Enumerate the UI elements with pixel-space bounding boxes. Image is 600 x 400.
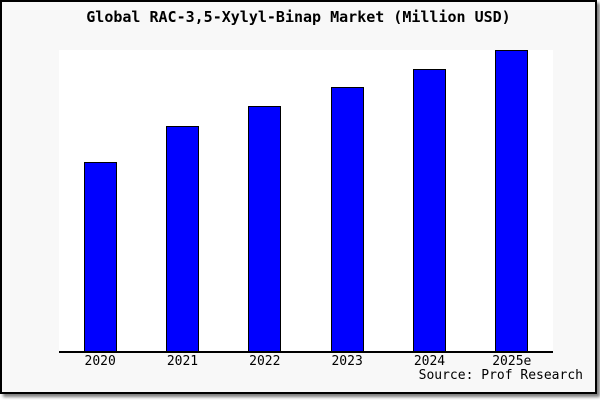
x-tick-label-2021: 2021: [166, 354, 199, 369]
bar-2022: [248, 106, 282, 351]
bar-2023: [330, 87, 364, 351]
x-tick-label-2025e: 2025e: [492, 354, 532, 369]
x-tick-label-2022: 2022: [249, 354, 281, 369]
source-label: Source: Prof Research: [418, 368, 583, 383]
bar-slot-2021: [141, 50, 223, 351]
chart-title: Global RAC-3,5-Xylyl-Binap Market (Milli…: [86, 8, 511, 26]
bar-slot-2025e: [471, 50, 553, 351]
x-axis-labels: 2020 2021 2022 2023 2024 2025e: [59, 354, 553, 369]
bar-slot-2023: [306, 50, 388, 351]
bar-slot-2022: [224, 50, 306, 351]
x-tick-label-2023: 2023: [331, 354, 363, 369]
bar-slot-2024: [388, 50, 470, 351]
bar-2021: [165, 125, 199, 351]
bar-slot-2020: [59, 50, 141, 351]
x-tick-label-2024: 2024: [413, 354, 446, 369]
plot-area: [59, 50, 553, 353]
bar-2025e: [495, 50, 529, 351]
bar-2020: [83, 161, 117, 351]
x-tick-label-2020: 2020: [84, 354, 116, 369]
bar-2024: [412, 68, 446, 351]
